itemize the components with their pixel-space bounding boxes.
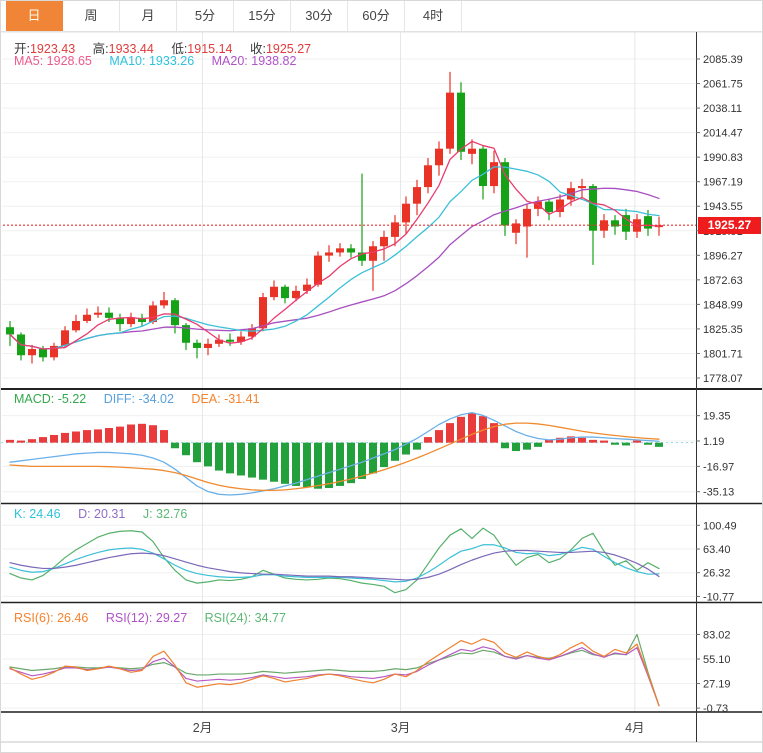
- svg-text:19.35: 19.35: [703, 411, 731, 423]
- svg-text:1825.35: 1825.35: [703, 324, 743, 336]
- svg-text:-10.77: -10.77: [703, 591, 734, 603]
- svg-text:1778.07: 1778.07: [703, 373, 743, 385]
- svg-text:1848.99: 1848.99: [703, 299, 743, 311]
- svg-text:1943.55: 1943.55: [703, 201, 743, 213]
- svg-text:1990.83: 1990.83: [703, 152, 743, 164]
- svg-text:2014.47: 2014.47: [703, 128, 743, 140]
- svg-text:1801.71: 1801.71: [703, 348, 743, 360]
- svg-text:100.49: 100.49: [703, 520, 737, 532]
- svg-text:83.02: 83.02: [703, 629, 731, 641]
- kdj-lines: [9, 527, 660, 594]
- macd-histogram: [6, 413, 663, 489]
- axis-labels: 2085.39 2061.75 2038.11 2014.47 1990.83 1967.…: [696, 54, 743, 715]
- tab-day[interactable]: 日: [6, 1, 63, 31]
- rsi-lines: [9, 633, 660, 707]
- svg-text:3月: 3月: [391, 721, 410, 735]
- x-axis-labels: 2月 3月 4月: [193, 721, 645, 735]
- frame-layer: [1, 31, 762, 743]
- svg-text:4月: 4月: [625, 721, 644, 735]
- svg-text:2061.75: 2061.75: [703, 79, 743, 91]
- tab-5min[interactable]: 5分: [177, 1, 234, 31]
- svg-text:2月: 2月: [193, 721, 212, 735]
- svg-text:1872.63: 1872.63: [703, 275, 743, 287]
- tab-4hour[interactable]: 4时: [405, 1, 462, 31]
- ma-lines: [9, 140, 660, 350]
- svg-text:1919.91: 1919.91: [703, 226, 743, 238]
- tab-month[interactable]: 月: [120, 1, 177, 31]
- tab-week[interactable]: 周: [63, 1, 120, 31]
- tab-60min[interactable]: 60分: [348, 1, 405, 31]
- svg-text:-0.73: -0.73: [703, 703, 728, 715]
- svg-text:1896.27: 1896.27: [703, 250, 743, 262]
- svg-text:63.40: 63.40: [703, 544, 731, 556]
- svg-text:2085.39: 2085.39: [703, 54, 743, 66]
- svg-text:27.19: 27.19: [703, 679, 731, 691]
- grid-layer: [1, 32, 696, 712]
- svg-text:1967.19: 1967.19: [703, 177, 743, 189]
- svg-text:1.19: 1.19: [703, 436, 724, 448]
- macd-lines: [9, 411, 660, 496]
- tab-15min[interactable]: 15分: [234, 1, 291, 31]
- svg-text:-16.97: -16.97: [703, 461, 734, 473]
- interval-tabbar: 日 周 月 5分 15分 30分 60分 4时: [1, 1, 762, 32]
- svg-text:55.10: 55.10: [703, 654, 731, 666]
- svg-text:26.32: 26.32: [703, 568, 731, 580]
- tab-30min[interactable]: 30分: [291, 1, 348, 31]
- svg-text:-35.13: -35.13: [703, 487, 734, 499]
- candles-layer: [6, 71, 663, 364]
- svg-text:2038.11: 2038.11: [703, 103, 742, 115]
